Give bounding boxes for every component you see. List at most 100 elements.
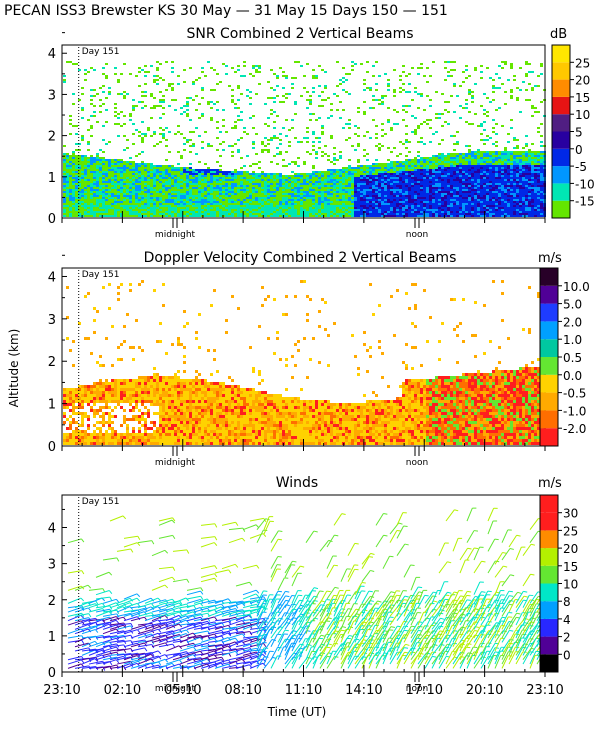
snr-cell bbox=[189, 203, 192, 205]
snr-cell bbox=[192, 145, 195, 147]
snr-cell bbox=[357, 207, 360, 209]
snr-cell bbox=[366, 167, 369, 169]
snr-cell bbox=[90, 177, 93, 179]
snr-cell bbox=[276, 187, 279, 189]
snr-cell bbox=[339, 155, 342, 157]
snr-cell bbox=[375, 175, 378, 177]
snr-cell bbox=[324, 85, 327, 87]
snr-cell bbox=[126, 181, 129, 183]
snr-cell bbox=[504, 161, 507, 163]
snr-cell bbox=[270, 179, 273, 181]
snr-cell bbox=[387, 167, 390, 169]
snr-cell bbox=[222, 125, 225, 127]
snr-cell bbox=[372, 119, 375, 121]
snr-cell bbox=[126, 171, 129, 173]
snr-cell bbox=[438, 177, 441, 179]
snr-cell bbox=[270, 187, 273, 189]
snr-cell bbox=[390, 209, 393, 211]
snr-cell bbox=[336, 197, 339, 199]
snr-cell bbox=[441, 189, 444, 191]
snr-cell bbox=[273, 193, 276, 195]
snr-cell bbox=[504, 179, 507, 181]
snr-cell bbox=[234, 143, 237, 145]
snr-cell bbox=[192, 185, 195, 187]
snr-cell bbox=[501, 167, 504, 169]
snr-cell bbox=[387, 203, 390, 205]
snr-cell bbox=[387, 199, 390, 201]
snr-cell bbox=[315, 185, 318, 187]
snr-cell bbox=[276, 195, 279, 197]
snr-cell bbox=[483, 121, 486, 123]
snr-cell bbox=[261, 211, 264, 213]
snr-cell bbox=[303, 181, 306, 183]
snr-cell bbox=[468, 207, 471, 209]
snr-cell bbox=[474, 167, 477, 169]
snr-cell bbox=[249, 181, 252, 183]
snr-cell bbox=[204, 193, 207, 195]
snr-cell bbox=[450, 75, 453, 77]
snr-cell bbox=[213, 213, 216, 215]
snr-cell bbox=[249, 207, 252, 209]
snr-cell bbox=[375, 173, 378, 175]
snr-cell bbox=[84, 207, 87, 209]
snr-cell bbox=[321, 209, 324, 211]
snr-cell bbox=[504, 157, 507, 159]
snr-cell bbox=[423, 189, 426, 191]
snr-cell bbox=[78, 183, 81, 185]
snr-cell bbox=[225, 187, 228, 189]
snr-cell bbox=[66, 205, 69, 207]
snr-cell bbox=[264, 191, 267, 193]
snr-cell bbox=[84, 209, 87, 211]
snr-cell bbox=[189, 197, 192, 199]
snr-cell bbox=[498, 175, 501, 177]
snr-cell bbox=[105, 183, 108, 185]
snr-cell bbox=[222, 141, 225, 143]
snr-cell bbox=[162, 175, 165, 177]
snr-cell bbox=[378, 149, 381, 151]
snr-cell bbox=[339, 181, 342, 183]
snr-cell bbox=[474, 155, 477, 157]
snr-cell bbox=[255, 93, 258, 95]
snr-cell bbox=[447, 215, 450, 217]
snr-cell bbox=[219, 173, 222, 175]
snr-cell bbox=[513, 203, 516, 205]
snr-cell bbox=[285, 181, 288, 183]
snr-cell bbox=[489, 159, 492, 161]
snr-cell bbox=[435, 215, 438, 217]
snr-cell bbox=[246, 199, 249, 201]
snr-cell bbox=[456, 171, 459, 173]
snr-cell bbox=[501, 201, 504, 203]
snr-cell bbox=[123, 193, 126, 195]
snr-cell bbox=[312, 183, 315, 185]
snr-cell bbox=[102, 159, 105, 161]
snr-cell bbox=[420, 179, 423, 181]
snr-cell bbox=[156, 213, 159, 215]
snr-cell bbox=[162, 177, 165, 179]
snr-cell bbox=[363, 213, 366, 215]
snr-cell bbox=[204, 187, 207, 189]
snr-cell bbox=[78, 205, 81, 207]
snr-cell bbox=[168, 203, 171, 205]
snr-cell bbox=[327, 171, 330, 173]
snr-cell bbox=[261, 193, 264, 195]
snr-cell bbox=[369, 191, 372, 193]
snr-cell bbox=[351, 199, 354, 201]
snr-cell bbox=[135, 193, 138, 195]
snr-cell bbox=[381, 201, 384, 203]
snr-cell bbox=[426, 173, 429, 175]
snr-cell bbox=[69, 169, 72, 171]
snr-cell bbox=[201, 169, 204, 171]
snr-cell bbox=[498, 77, 501, 79]
snr-cell bbox=[363, 167, 366, 169]
snr-cell bbox=[252, 201, 255, 203]
snr-cell bbox=[105, 165, 108, 167]
snr-cell bbox=[471, 171, 474, 173]
snr-cell bbox=[207, 181, 210, 183]
snr-cell bbox=[258, 201, 261, 203]
snr-cell bbox=[270, 201, 273, 203]
snr-cell bbox=[333, 173, 336, 175]
snr-cell bbox=[114, 213, 117, 215]
snr-cell bbox=[513, 181, 516, 183]
snr-cell bbox=[456, 159, 459, 161]
snr-cell bbox=[498, 155, 501, 157]
